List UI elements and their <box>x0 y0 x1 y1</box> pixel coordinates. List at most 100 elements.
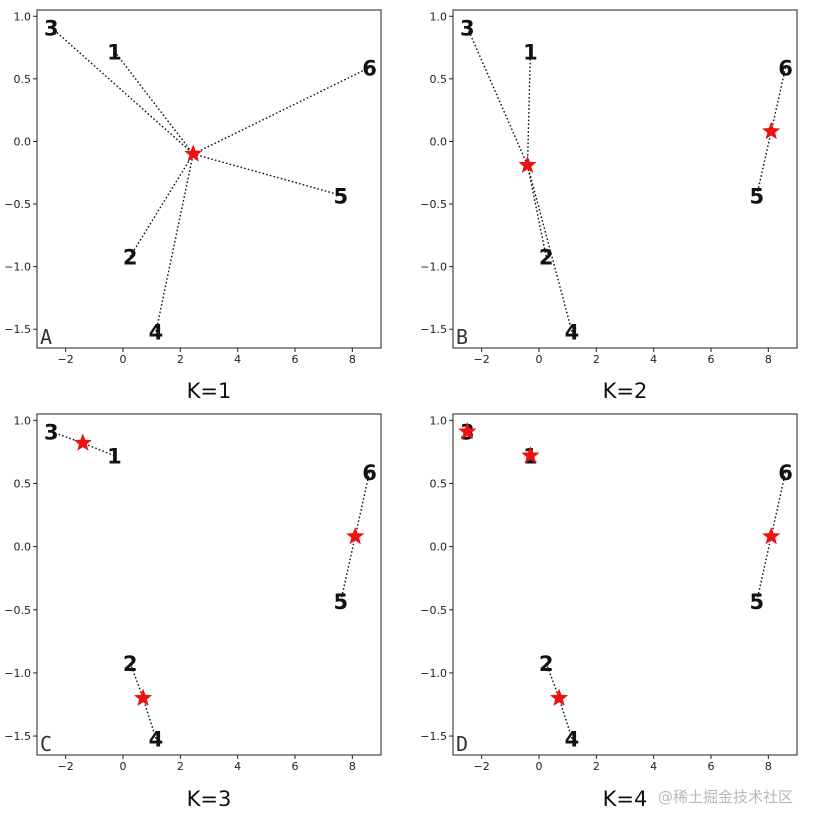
y-tick-label: 0.0 <box>430 541 448 554</box>
axes-frame <box>36 413 382 756</box>
x-tick-label: 2 <box>177 760 184 773</box>
point-label-4: 4 <box>565 321 580 345</box>
assignment-line-1 <box>113 50 194 155</box>
panel-letter: C <box>40 732 52 756</box>
assignment-line-2 <box>545 662 560 699</box>
assignment-line-2 <box>526 165 547 257</box>
point-label-1: 1 <box>107 40 122 64</box>
point-label-3: 3 <box>44 17 59 41</box>
x-tick-label: 8 <box>349 760 356 773</box>
panel-letter: B <box>456 325 468 349</box>
point-label-1: 1 <box>107 445 122 469</box>
watermark-text: @稀土掘金技术社区 <box>657 788 793 806</box>
x-tick-label: 4 <box>650 760 657 773</box>
point-label-5: 5 <box>750 184 765 208</box>
x-tick-label: 0 <box>536 353 543 366</box>
panel-letter: D <box>456 732 468 756</box>
axes-frame <box>452 9 798 349</box>
y-tick-label: −1.0 <box>4 261 31 274</box>
y-tick-label: 0.5 <box>14 73 32 86</box>
x-tick-label: 4 <box>650 353 657 366</box>
point-label-6: 6 <box>362 461 377 485</box>
y-tick-label: −0.5 <box>4 198 31 211</box>
x-tick-label: 0 <box>120 353 127 366</box>
assignment-line-4 <box>142 697 157 739</box>
y-tick-label: −0.5 <box>420 604 447 617</box>
x-tick-label: 8 <box>349 353 356 366</box>
point-label-4: 4 <box>149 321 164 345</box>
y-tick-label: 1.0 <box>430 10 448 23</box>
y-tick-label: 0.0 <box>430 135 448 148</box>
panel-caption: K=2 <box>603 379 648 403</box>
y-tick-label: −1.5 <box>420 323 447 336</box>
y-tick-label: −1.5 <box>4 323 31 336</box>
point-label-5: 5 <box>750 590 765 614</box>
point-label-5: 5 <box>334 590 349 614</box>
x-tick-label: 8 <box>765 760 772 773</box>
centroid-star-3 <box>761 526 781 545</box>
point-label-1: 1 <box>523 40 538 64</box>
y-tick-label: 0.0 <box>14 135 32 148</box>
y-tick-label: 0.5 <box>14 477 32 490</box>
x-tick-label: 6 <box>292 353 299 366</box>
y-tick-label: 1.0 <box>14 10 32 23</box>
panel-caption: K=4 <box>603 787 648 811</box>
x-tick-label: −2 <box>58 353 74 366</box>
assignment-line-6 <box>770 67 787 132</box>
x-tick-label: 4 <box>234 760 241 773</box>
assignment-line-3 <box>50 27 194 155</box>
point-label-2: 2 <box>539 652 554 676</box>
x-tick-label: 4 <box>234 353 241 366</box>
point-label-2: 2 <box>123 652 138 676</box>
x-tick-label: 6 <box>292 760 299 773</box>
centroid-star-1 <box>521 445 540 464</box>
x-tick-label: 0 <box>120 760 127 773</box>
point-label-3: 3 <box>44 421 59 445</box>
x-tick-label: −2 <box>58 760 74 773</box>
panel-caption: K=1 <box>187 379 232 403</box>
centroid-star-0 <box>73 433 93 451</box>
assignment-line-5 <box>756 131 772 196</box>
y-tick-label: −1.0 <box>4 667 31 680</box>
assignment-line-1 <box>526 51 532 166</box>
y-tick-label: 0.0 <box>14 541 32 554</box>
x-tick-label: 8 <box>765 353 772 366</box>
y-tick-label: 0.5 <box>430 477 448 490</box>
assignment-line-5 <box>193 153 342 196</box>
assignment-line-3 <box>466 27 529 166</box>
y-tick-label: −1.0 <box>420 667 447 680</box>
centroid-star-0 <box>458 421 477 440</box>
y-tick-label: −0.5 <box>420 198 447 211</box>
point-label-2: 2 <box>539 246 554 270</box>
assignment-line-2 <box>129 662 144 699</box>
centroid-star-2 <box>345 526 365 545</box>
x-tick-label: 6 <box>708 760 715 773</box>
x-tick-label: 0 <box>536 760 543 773</box>
point-label-6: 6 <box>778 57 793 81</box>
x-tick-label: 6 <box>708 353 715 366</box>
y-tick-label: −1.5 <box>4 730 31 743</box>
centroid-star-1 <box>761 121 781 140</box>
y-tick-label: 1.0 <box>14 414 32 427</box>
centroid-star-2 <box>549 688 569 707</box>
centroid-star-0 <box>183 144 203 162</box>
axes-frame <box>36 9 382 349</box>
y-tick-label: −1.5 <box>420 730 447 743</box>
axes-frame <box>452 413 798 756</box>
assignment-line-4 <box>558 697 573 739</box>
point-label-5: 5 <box>334 184 349 208</box>
x-tick-label: 2 <box>593 760 600 773</box>
x-tick-label: −2 <box>474 760 490 773</box>
y-tick-label: −1.0 <box>420 261 447 274</box>
assignment-line-2 <box>129 153 194 257</box>
point-label-2: 2 <box>123 246 138 270</box>
point-label-4: 4 <box>565 728 580 752</box>
panel-caption: K=3 <box>187 787 232 811</box>
point-label-6: 6 <box>778 461 793 485</box>
y-tick-label: −0.5 <box>4 604 31 617</box>
centroid-star-1 <box>133 688 153 707</box>
x-tick-label: −2 <box>474 353 490 366</box>
